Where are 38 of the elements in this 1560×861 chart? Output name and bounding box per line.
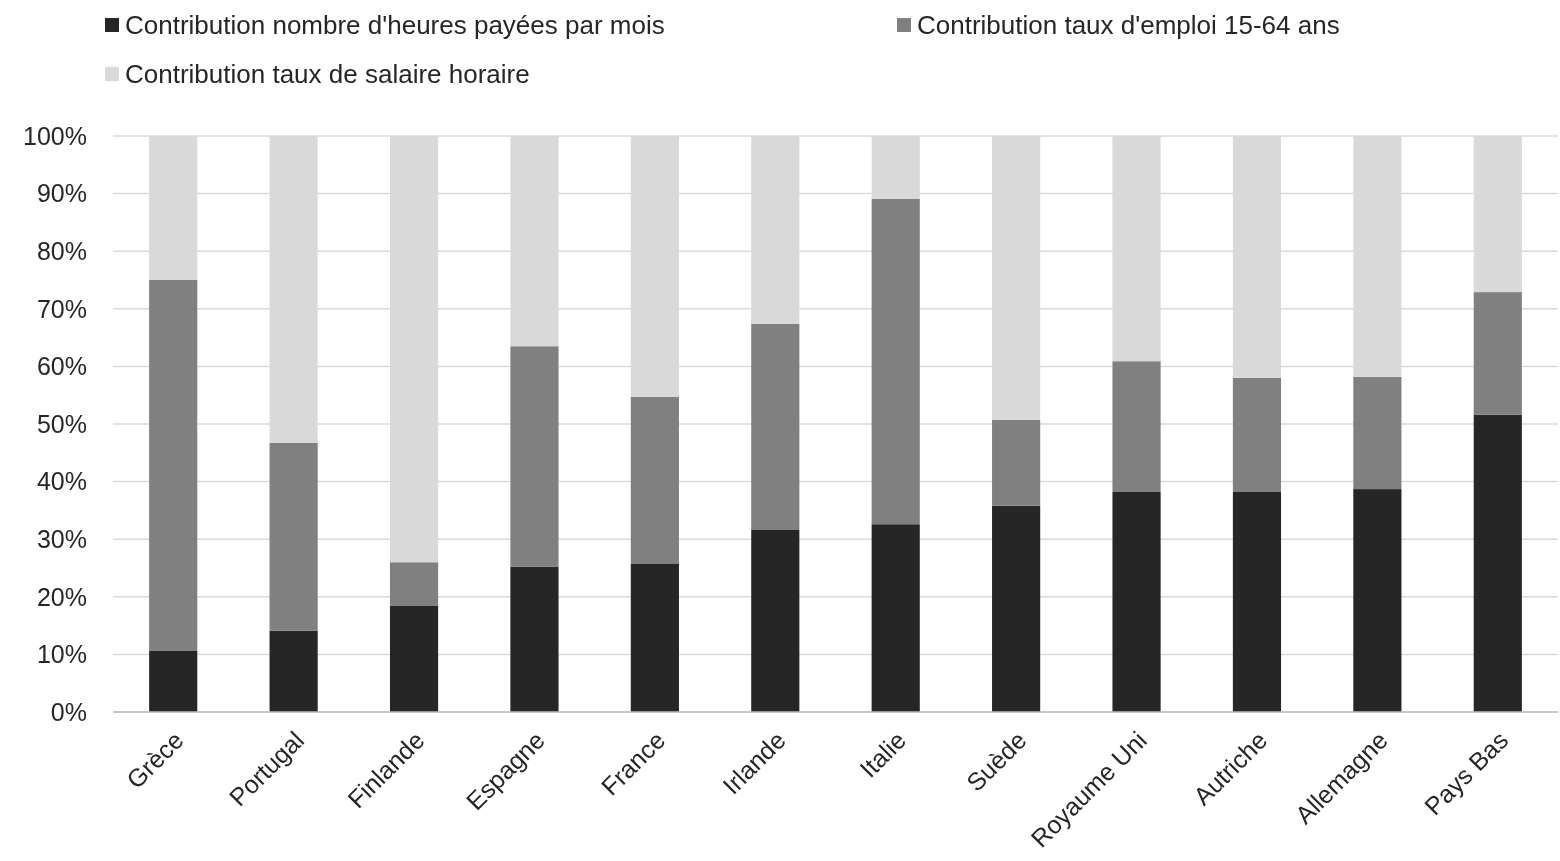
bar xyxy=(630,563,679,712)
bar xyxy=(1232,377,1282,492)
bar xyxy=(1112,491,1161,712)
y-tick-label: 80% xyxy=(36,236,87,265)
y-tick-label: 10% xyxy=(36,640,87,669)
bar xyxy=(630,396,679,564)
bar xyxy=(1473,414,1522,712)
bar xyxy=(751,323,800,530)
y-tick-label: 60% xyxy=(36,352,87,381)
bar xyxy=(1232,491,1282,712)
bar xyxy=(149,650,198,712)
y-tick-label: 20% xyxy=(36,582,87,611)
y-tick-label: 90% xyxy=(36,179,87,208)
bar xyxy=(992,505,1041,712)
bar xyxy=(871,198,920,525)
bar xyxy=(1353,376,1402,490)
bar xyxy=(751,529,800,712)
bar xyxy=(871,524,920,712)
y-tick-label: 40% xyxy=(36,467,87,496)
bar xyxy=(510,566,559,712)
bar xyxy=(1473,292,1522,415)
bar xyxy=(510,346,559,567)
legend-label: Contribution taux d'emploi 15-64 ans xyxy=(917,10,1340,41)
bar xyxy=(389,562,439,607)
y-tick-label: 70% xyxy=(36,294,87,323)
y-tick-label: 100% xyxy=(23,121,87,150)
y-tick-label: 50% xyxy=(36,409,87,438)
y-tick-label: 30% xyxy=(36,524,87,553)
bar xyxy=(992,419,1041,506)
bar xyxy=(389,606,439,712)
bar xyxy=(1112,361,1161,492)
bar xyxy=(269,443,318,631)
bar xyxy=(149,280,198,651)
legend-label: Contribution nombre d'heures payées par mois xyxy=(125,10,665,41)
bar xyxy=(269,630,318,712)
bar xyxy=(1353,489,1402,712)
y-tick-label: 0% xyxy=(50,697,87,726)
legend-label: Contribution taux de salaire horaire xyxy=(125,59,530,90)
